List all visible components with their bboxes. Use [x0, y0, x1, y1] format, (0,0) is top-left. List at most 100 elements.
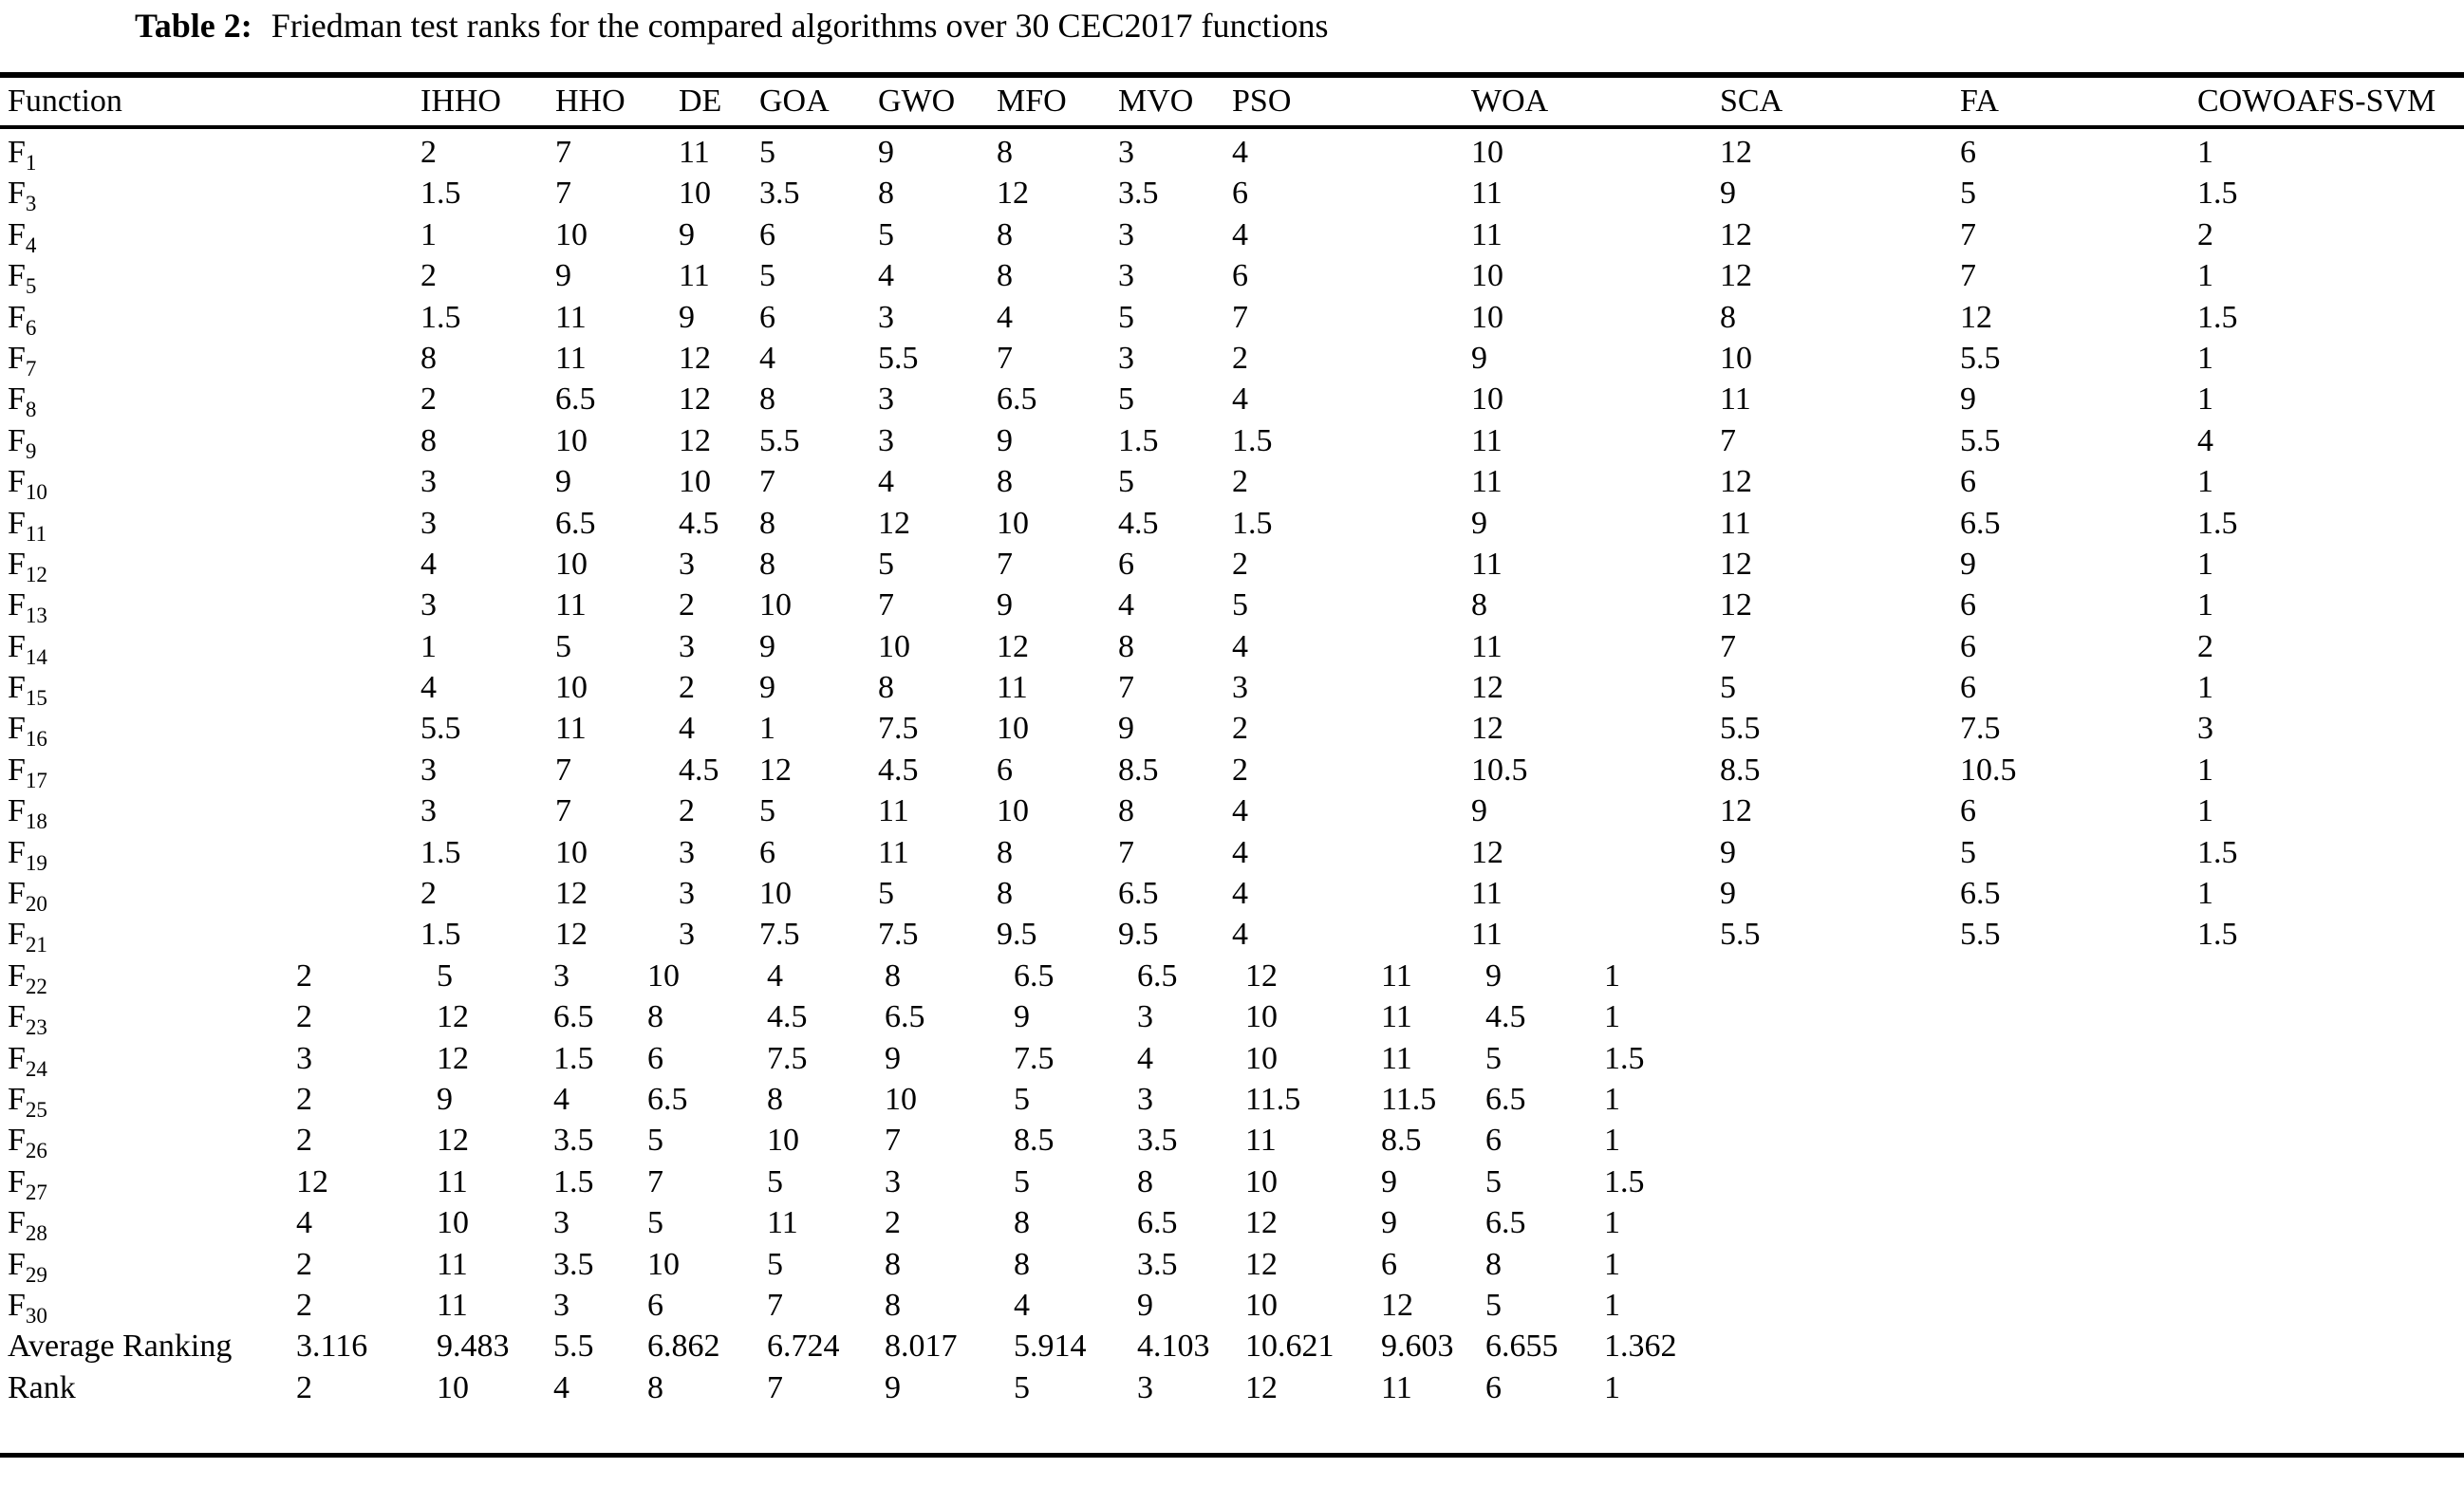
table-cell: 4 [878, 258, 894, 294]
table-cell: 8 [759, 381, 775, 418]
table-cell: 5 [767, 1246, 783, 1282]
table-cell: 9 [1014, 999, 1030, 1035]
table-row: Average Ranking 3.116 9.483 5.5 6.862 6.724 8.… [0, 1329, 2464, 1369]
table-cell: 2 [2197, 216, 2213, 252]
table-cell: 9 [1381, 1163, 1397, 1199]
table-cell: 8 [1720, 299, 1736, 335]
table-row: F28 4 10 3 5 11 2 8 6.5 12 9 6.5 1 [0, 1205, 2464, 1246]
table-cell: 3.5 [759, 176, 800, 212]
table-row: F3 1.5 7 10 3.5 8 12 3.5 6 11 9 5 1.5 [0, 176, 2464, 216]
table-cell: 8 [997, 876, 1013, 912]
table-cell: 1 [1604, 1123, 1620, 1159]
table-header-row: Function IHHO HHO DE GOA GWO MFO MVO PSO WOA SCA FA… [0, 84, 2464, 125]
table-cell: 4 [1232, 876, 1248, 912]
table-cell: 1 [2197, 546, 2213, 582]
table-row: F26 2 12 3.5 5 10 7 8.5 3.5 11 8.5 6 1 [0, 1123, 2464, 1163]
table-cell: 9 [1960, 546, 1976, 582]
table-cell: 1 [2197, 670, 2213, 706]
table-cell: 5.5 [1960, 340, 2001, 376]
table-cell: 12 [1245, 957, 1278, 994]
table-cell: 9 [1137, 1287, 1153, 1323]
table-cell: 6.5 [553, 999, 594, 1035]
table-cell: 9 [1720, 876, 1736, 912]
table-cell: 5 [1014, 1369, 1030, 1405]
row-label: F1 [8, 135, 37, 175]
table-cell: 6 [759, 299, 775, 335]
table-row: F25 2 9 4 6.5 8 10 5 3 11.5 11.5 6.5 1 [0, 1082, 2464, 1123]
table-cell: 3.5 [553, 1123, 594, 1159]
table-cell: 11 [1381, 1040, 1412, 1076]
table-cell: 6.5 [1137, 957, 1178, 994]
table-row: F5 2 9 11 5 4 8 3 6 10 12 7 1 [0, 258, 2464, 299]
table-cell: 12 [1960, 299, 1992, 335]
table-cell: 6 [1232, 176, 1248, 212]
table-cell: 1.5 [2197, 299, 2238, 335]
table-cell: 3 [553, 1205, 569, 1241]
table-cell: 3 [420, 752, 437, 788]
table-cell: 5 [1014, 1081, 1030, 1117]
table-cell: 6.655 [1485, 1329, 1559, 1365]
table-cell: 11 [1381, 957, 1412, 994]
row-label: F7 [8, 340, 37, 381]
table-cell: 2 [679, 670, 695, 706]
table-cell: 5 [878, 216, 894, 252]
table-cell: 2 [296, 1369, 312, 1405]
column-header-woa: WOA [1471, 84, 1549, 119]
table-cell: 6 [647, 1040, 663, 1076]
table-cell: 2 [296, 1123, 312, 1159]
table-cell: 4 [1014, 1287, 1030, 1323]
table-row: F15 4 10 2 9 8 11 7 3 12 5 6 1 [0, 670, 2464, 711]
table-cell: 4 [1232, 628, 1248, 664]
table-cell: 12 [296, 1163, 328, 1199]
row-label: F3 [8, 176, 37, 216]
table-cell: 3 [1118, 340, 1134, 376]
table-cell: 8 [767, 1081, 783, 1117]
table-cell: 5 [1485, 1163, 1502, 1199]
table-cell: 3 [1118, 258, 1134, 294]
table-cell: 8 [647, 1369, 663, 1405]
table-row: F21 1.5 12 3 7.5 7.5 9.5 9.5 4 11 5.5 5.5 1.5 [0, 917, 2464, 957]
table-cell: 2 [296, 1081, 312, 1117]
table-cell: 5.5 [420, 711, 461, 747]
table-cell: 7 [767, 1287, 783, 1323]
table-cell: 2 [296, 957, 312, 994]
table-cell: 7 [1960, 216, 1976, 252]
table-cell: 4 [759, 340, 775, 376]
table-cell: 1 [1604, 999, 1620, 1035]
table-cell: 4 [420, 546, 437, 582]
table-cell: 1.5 [420, 176, 461, 212]
table-cell: 5.5 [1720, 917, 1761, 953]
table-cell: 8.5 [1118, 752, 1159, 788]
table-cell: 8 [1485, 1246, 1502, 1282]
table-cell: 10 [997, 711, 1029, 747]
table-cell: 7 [555, 752, 571, 788]
table-cell: 3 [878, 381, 894, 418]
table-cell: 5.5 [553, 1329, 594, 1365]
table-cell: 7 [997, 340, 1013, 376]
table-cell: 10 [885, 1081, 917, 1117]
table-cell: 4 [296, 1205, 312, 1241]
table-cell: 6.5 [555, 505, 596, 541]
table-cell: 5 [878, 546, 894, 582]
table-cell: 12 [1471, 711, 1503, 747]
table-cell: 9.5 [997, 917, 1037, 953]
table-cell: 7 [1232, 299, 1248, 335]
row-label: F21 [8, 917, 47, 957]
table-cell: 11.5 [1381, 1081, 1437, 1117]
table-cell: 6.862 [647, 1329, 720, 1365]
table-cell: 12 [1720, 793, 1752, 829]
table-cell: 10.621 [1245, 1329, 1335, 1365]
table-cell: 10.5 [1960, 752, 2017, 788]
table-cell: 8 [997, 135, 1013, 170]
table-cell: 10 [647, 957, 680, 994]
table-cell: 2 [1232, 711, 1248, 747]
table-cell: 4 [553, 1081, 569, 1117]
table-cell: 2 [679, 587, 695, 623]
table-cell: 9 [1720, 834, 1736, 870]
table-cell: 3 [679, 628, 695, 664]
row-label: F29 [8, 1246, 47, 1287]
table-cell: 10 [997, 793, 1029, 829]
table-cell: 1 [2197, 464, 2213, 500]
table-cell: 3 [885, 1163, 901, 1199]
table-cell: 1 [2197, 587, 2213, 623]
